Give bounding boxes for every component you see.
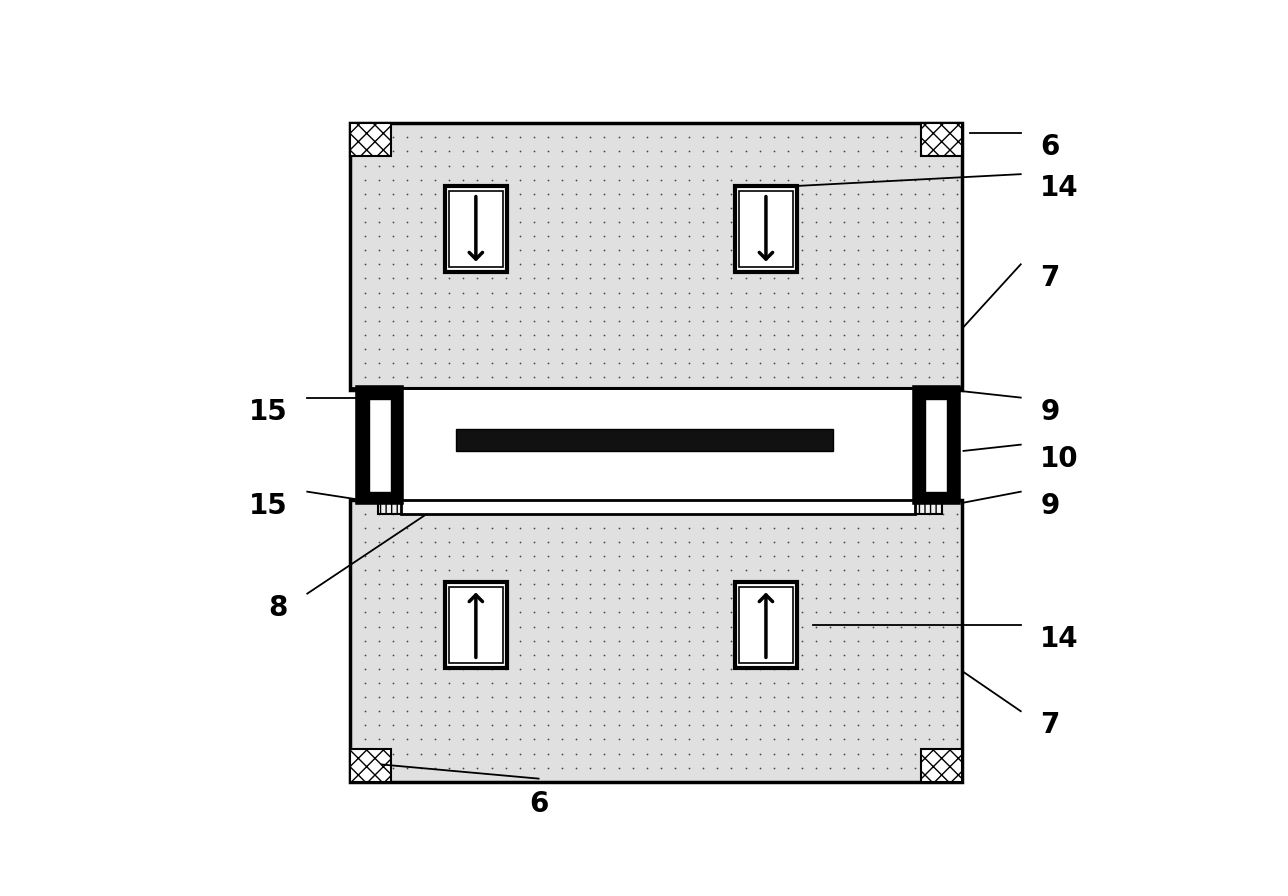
Bar bbox=[444, 582, 507, 668]
Bar bbox=[350, 123, 392, 156]
Bar bbox=[739, 587, 792, 663]
Bar bbox=[456, 429, 832, 451]
Text: 9: 9 bbox=[1041, 492, 1060, 520]
Text: 15: 15 bbox=[249, 398, 287, 426]
Bar bbox=[739, 191, 792, 268]
Bar bbox=[734, 186, 797, 272]
Bar bbox=[350, 749, 392, 781]
Bar bbox=[921, 749, 962, 781]
Bar bbox=[350, 500, 962, 781]
Text: 14: 14 bbox=[1041, 625, 1079, 653]
Bar bbox=[444, 186, 507, 272]
Text: 6: 6 bbox=[529, 789, 549, 818]
Text: 15: 15 bbox=[249, 492, 287, 520]
Bar bbox=[450, 191, 502, 268]
Bar bbox=[402, 388, 914, 513]
Text: 14: 14 bbox=[1041, 174, 1079, 202]
Text: 7: 7 bbox=[1041, 711, 1060, 739]
Bar bbox=[350, 123, 962, 390]
Text: 10: 10 bbox=[1041, 444, 1079, 473]
Text: 7: 7 bbox=[1041, 264, 1060, 292]
Bar bbox=[450, 587, 502, 663]
Bar bbox=[377, 388, 943, 412]
Bar bbox=[925, 400, 947, 492]
Bar bbox=[358, 388, 402, 502]
Text: 9: 9 bbox=[1041, 398, 1060, 426]
Bar bbox=[914, 388, 958, 502]
Bar bbox=[377, 490, 943, 513]
Bar bbox=[921, 123, 962, 156]
Bar bbox=[370, 400, 392, 492]
Bar bbox=[734, 582, 797, 668]
Text: 6: 6 bbox=[1041, 133, 1060, 160]
Text: 8: 8 bbox=[268, 594, 287, 622]
